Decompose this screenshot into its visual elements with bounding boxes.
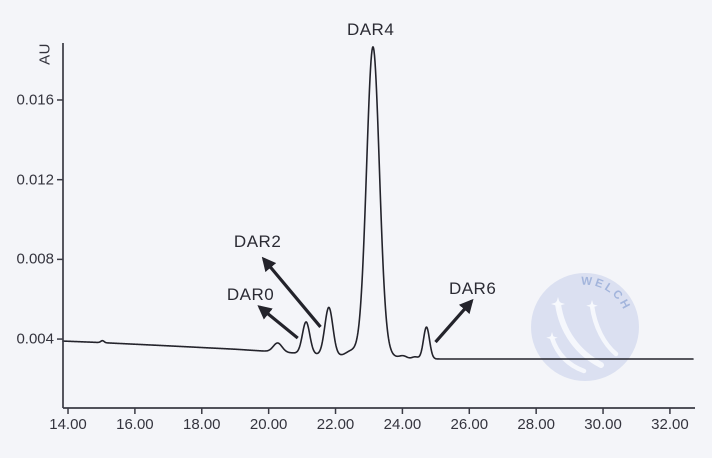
watermark-circle: [531, 273, 639, 381]
watermark-star-icon: [586, 300, 598, 312]
watermark-star-icon: [551, 297, 565, 311]
x-tick-label: 28.00: [517, 416, 555, 433]
x-tick-label: 20.00: [249, 416, 288, 433]
annotation-arrow: [257, 305, 299, 340]
watermark-star-icon: [546, 332, 558, 344]
x-tick-label: 30.00: [584, 416, 622, 433]
peak-label-dar4: DAR4: [346, 20, 395, 40]
watermark-swoosh: [555, 301, 604, 368]
watermark-swoosh: [589, 303, 619, 357]
y-tick-label: 0.016: [16, 91, 54, 109]
x-tick-label: 18.00: [182, 416, 221, 433]
x-tick-label: 22.00: [316, 416, 355, 433]
peak-label-dar6: DAR6: [448, 279, 497, 299]
annotation-arrow: [434, 298, 474, 344]
chromatogram-trace: [62, 46, 694, 360]
x-tick-label: 24.00: [383, 416, 422, 433]
x-tick-label: 32.00: [651, 416, 689, 433]
x-tick-label: 16.00: [116, 416, 154, 433]
y-tick-label: 0.012: [16, 171, 54, 189]
peak-label-dar2: DAR2: [233, 232, 282, 252]
x-tick-label: 26.00: [450, 416, 489, 433]
y-tick-label: 0.004: [16, 330, 54, 348]
annotation-arrow: [261, 256, 322, 328]
peak-label-dar0: DAR0: [226, 285, 275, 305]
y-tick-label: 0.008: [16, 250, 54, 268]
watermark-logo: WELCH: [531, 273, 639, 381]
x-tick-label: 14.00: [49, 416, 87, 433]
plot-dynamic-layer: [57, 43, 695, 414]
y-axis-title: AU: [36, 43, 54, 65]
